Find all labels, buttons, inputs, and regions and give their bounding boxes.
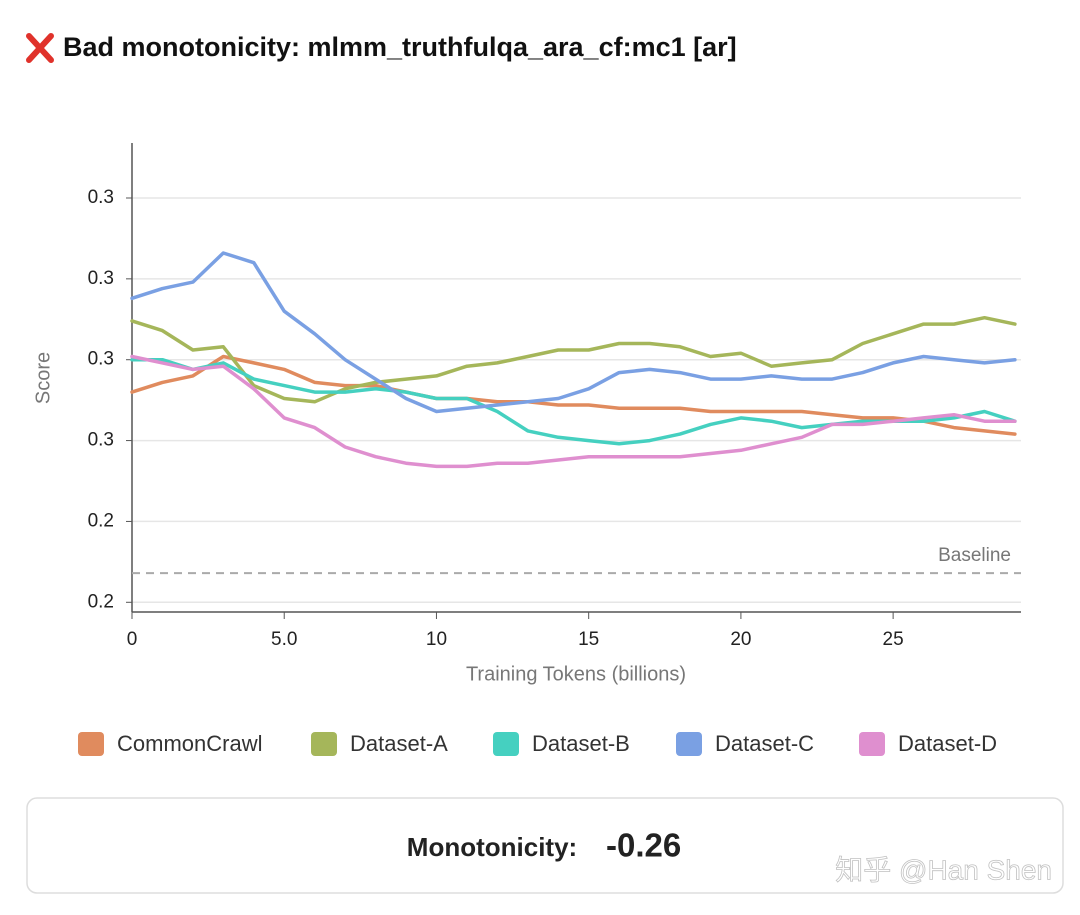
series-line [130,315,1017,404]
y-tick-label: 0.2 [88,591,114,612]
y-tick-label: 0.3 [88,268,114,289]
legend-label: CommonCrawl [117,731,262,756]
x-axis-label: Training Tokens (billions) [466,663,686,685]
legend-label: Dataset-C [715,731,814,756]
baseline-label: Baseline [938,545,1011,566]
x-tick-label: 5.0 [271,629,297,650]
legend-label: Dataset-D [898,731,997,756]
y-tick-label: 0.2 [88,510,114,531]
legend-swatch [493,732,519,756]
x-tick-label: 15 [578,629,599,650]
summary-card [26,797,1064,894]
series-line [130,251,1017,414]
legend-swatch [859,732,885,756]
legend-swatch [311,732,337,756]
series-line [130,354,1017,436]
y-tick-label: 0.3 [88,349,114,370]
fail-icon [26,33,54,63]
summary-label: Monotonicity: [407,832,577,862]
series-line [130,357,1017,446]
y-tick-label: 0.3 [88,187,114,208]
chart-title: Bad monotonicity: mlmm_truthfulqa_ara_cf… [63,32,737,62]
legend-swatch [78,732,104,756]
x-tick-label: 0 [127,629,138,650]
watermark: 知乎 @Han Shen [835,854,1052,885]
legend-label: Dataset-B [532,731,630,756]
x-tick-label: 10 [426,629,447,650]
summary-value: -0.26 [606,827,681,864]
x-tick-label: 20 [730,629,751,650]
series-line [130,354,1017,469]
legend-swatch [676,732,702,756]
legend-label: Dataset-A [350,731,448,756]
x-tick-label: 25 [883,629,904,650]
y-axis-label: Score [32,352,54,404]
y-tick-label: 0.3 [88,430,114,451]
